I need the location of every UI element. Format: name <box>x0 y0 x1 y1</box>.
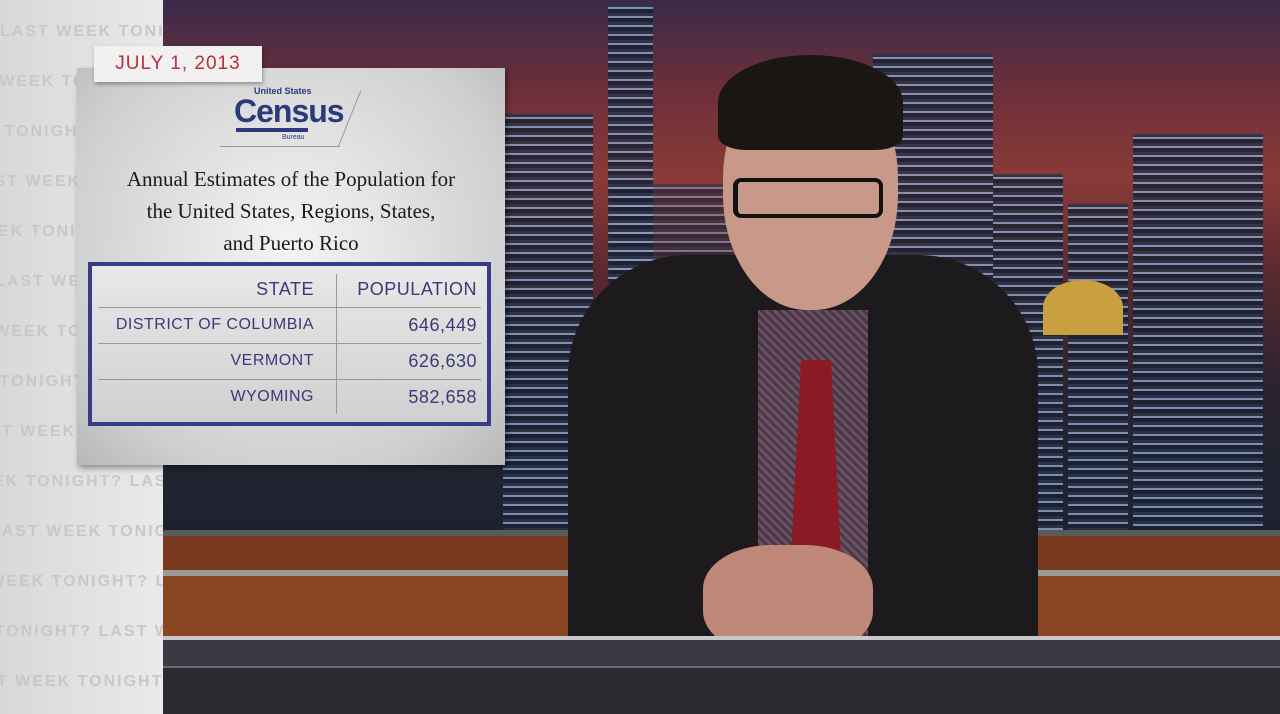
table-row: VERMONT 626,630 <box>98 345 481 377</box>
header-population: POPULATION <box>357 279 477 299</box>
table-row: DISTRICT OF COLUMBIA 646,449 <box>98 309 481 341</box>
golden-dome <box>1043 280 1123 335</box>
skyline-building <box>1133 134 1263 534</box>
hair <box>718 55 903 150</box>
tie <box>791 360 841 580</box>
population-cell: 646,449 <box>408 315 477 335</box>
row-divider <box>98 307 481 308</box>
watermark-text: LAST WEEK TONIGHT? LAST WEEK TONIGHT? LA… <box>0 473 163 490</box>
logo-main-text: Census <box>234 93 345 129</box>
population-cell: 626,630 <box>408 351 477 371</box>
watermark-text: LAST WEEK TONIGHT? LAST WEEK TONIGHT? LA… <box>0 523 163 540</box>
population-table: STATE POPULATION DISTRICT OF COLUMBIA 64… <box>88 262 491 426</box>
row-divider <box>98 343 481 344</box>
state-cell: DISTRICT OF COLUMBIA <box>115 316 314 333</box>
title-line: Annual Estimates of the Population for <box>126 167 456 191</box>
watermark-text: LAST WEEK TONIGHT? LAST WEEK TONIGHT? LA… <box>0 623 163 640</box>
desk <box>163 636 1280 714</box>
watermark-text: LAST WEEK TONIGHT? LAST WEEK TONIGHT? LA… <box>0 673 163 690</box>
logo-bar <box>236 128 308 132</box>
census-logo: United States Census Bureau <box>220 86 362 148</box>
row-divider <box>98 379 481 380</box>
title-line: the United States, Regions, States, <box>146 199 436 223</box>
logo-underline <box>220 146 340 147</box>
watermark-text: LAST WEEK TONIGHT? LAST WEEK TONIGHT? LA… <box>0 573 163 590</box>
state-cell: WYOMING <box>230 388 314 405</box>
logo-top-text: United States <box>254 86 312 96</box>
header-state: STATE <box>256 279 314 299</box>
graphic-title: Annual Estimates of the Population for t… <box>77 163 505 259</box>
state-cell: VERMONT <box>230 352 314 369</box>
title-line: and Puerto Rico <box>223 231 359 255</box>
logo-bottom-text: Bureau <box>282 134 305 141</box>
skyline-building <box>1068 204 1128 534</box>
table-header: STATE POPULATION <box>98 273 481 305</box>
column-divider <box>336 274 337 414</box>
population-cell: 582,658 <box>408 387 477 407</box>
glasses <box>733 178 883 218</box>
date-label: JULY 1, 2013 <box>94 46 262 82</box>
watermark-text: LAST WEEK TONIGHT? LAST WEEK TONIGHT? LA… <box>0 23 163 40</box>
table-row: WYOMING 582,658 <box>98 381 481 413</box>
